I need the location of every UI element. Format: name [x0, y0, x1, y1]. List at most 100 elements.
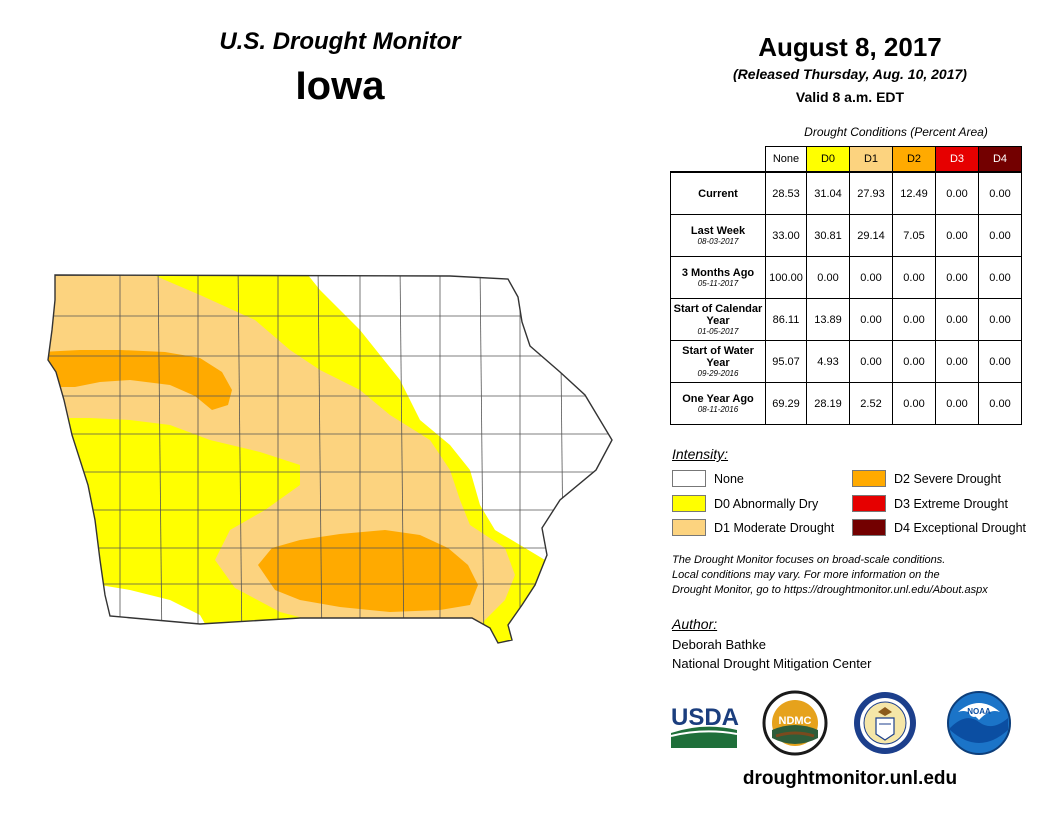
- table-cell: 28.53: [765, 171, 807, 215]
- table-cell: 0.00: [935, 214, 979, 257]
- state-border: [47, 274, 613, 644]
- row-label: Start of Water Year 09-29-2016: [670, 340, 766, 383]
- row-label: Start of Calendar Year 01-05-2017: [670, 298, 766, 341]
- row-label-text: Current: [698, 187, 738, 200]
- iowa-drought-map: [47, 274, 613, 644]
- area-d2-north: [48, 350, 232, 410]
- table-row: Last Week 08-03-2017 33.00 30.81 29.14 7.05 0.…: [670, 214, 1022, 257]
- legend-item: D4 Exceptional Drought: [852, 519, 1026, 536]
- table-cell: 4.93: [806, 340, 850, 383]
- table-cell: 0.00: [935, 171, 979, 215]
- legend-item: None: [672, 470, 744, 487]
- valid-time: Valid 8 a.m. EDT: [795, 89, 905, 105]
- table-corner: [670, 146, 766, 173]
- row-date: 01-05-2017: [697, 326, 739, 336]
- noaa-logo: NOAA: [947, 691, 1011, 755]
- legend-swatch: [852, 519, 886, 536]
- table-cell: 69.29: [765, 382, 807, 425]
- table-cell: 7.05: [892, 214, 936, 257]
- drought-conditions-table: None D0 D1 D2 D3 D4 Current 28.53 31.04 27.…: [670, 146, 1022, 425]
- legend-swatch: [852, 470, 886, 487]
- row-label-text: One Year Ago: [682, 392, 754, 405]
- table-row: Current 28.53 31.04 27.93 12.49 0.00 0.00: [670, 171, 1022, 215]
- table-cell: 0.00: [849, 256, 893, 299]
- map-title: U.S. Drought Monitor: [219, 28, 461, 55]
- table-cell: 33.00: [765, 214, 807, 257]
- table-row: One Year Ago 08-11-2016 69.29 28.19 2.52 0.00…: [670, 382, 1022, 425]
- legend-item: D2 Severe Drought: [852, 470, 1001, 487]
- row-label-text: Last Week: [690, 224, 746, 237]
- row-date: 05-11-2017: [697, 278, 739, 288]
- legend-label: None: [714, 471, 744, 486]
- table-cell: 13.89: [806, 298, 850, 341]
- table-row: Start of Calendar Year 01-05-2017 86.11 13.…: [670, 298, 1022, 341]
- column-header-d0: D0: [806, 146, 850, 173]
- table-cell: 0.00: [935, 256, 979, 299]
- legend-swatch: [672, 519, 706, 536]
- row-label: Last Week 08-03-2017: [670, 214, 766, 257]
- legend-swatch: [852, 495, 886, 512]
- table-cell: 29.14: [849, 214, 893, 257]
- table-cell: 0.00: [978, 256, 1022, 299]
- table-cell: 2.52: [849, 382, 893, 425]
- column-header-none: None: [765, 146, 807, 173]
- note-line-1: The Drought Monitor focuses on broad-sca…: [672, 554, 946, 566]
- table-cell: 31.04: [806, 171, 850, 215]
- table-cell: 0.00: [806, 256, 850, 299]
- table-cell: 0.00: [978, 382, 1022, 425]
- website-url[interactable]: droughtmonitor.unl.edu: [742, 768, 958, 789]
- legend-item: D0 Abnormally Dry: [672, 495, 818, 512]
- row-label-text: 3 Months Ago: [681, 266, 755, 279]
- row-label: 3 Months Ago 05-11-2017: [670, 256, 766, 299]
- commerce-seal-icon: [854, 692, 916, 754]
- legend-item: D1 Moderate Drought: [672, 519, 834, 536]
- row-label-text: Start of Calendar Year: [673, 302, 763, 327]
- table-cell: 100.00: [765, 256, 807, 299]
- table-cell: 12.49: [892, 171, 936, 215]
- usda-logo: USDA: [670, 704, 739, 748]
- row-date: 09-29-2016: [697, 368, 739, 378]
- legend-title: Intensity:: [672, 446, 729, 462]
- column-header-d4: D4: [978, 146, 1022, 173]
- area-d2-south: [258, 530, 478, 612]
- legend-label: D1 Moderate Drought: [714, 520, 835, 535]
- table-cell: 0.00: [935, 340, 979, 383]
- table-row: Start of Water Year 09-29-2016 95.07 4.93 0.…: [670, 340, 1022, 383]
- table-cell: 0.00: [935, 298, 979, 341]
- table-cell: 0.00: [849, 298, 893, 341]
- release-date: (Released Thursday, Aug. 10, 2017): [733, 66, 967, 82]
- drought-monitor-note: The Drought Monitor focuses on broad-sca…: [672, 553, 1042, 598]
- table-cell: 0.00: [892, 256, 936, 299]
- usda-logo-text: USDA: [671, 704, 739, 731]
- row-date: 08-03-2017: [697, 236, 739, 246]
- table-cell: 27.93: [849, 171, 893, 215]
- legend-item: D3 Extreme Drought: [852, 495, 1008, 512]
- row-date: 08-11-2016: [697, 404, 739, 414]
- ndmc-logo-text: NDMC: [779, 715, 812, 727]
- legend-swatch: [672, 470, 706, 487]
- table-cell: 0.00: [892, 298, 936, 341]
- legend-label: D4 Exceptional Drought: [894, 520, 1027, 535]
- table-cell: 0.00: [978, 340, 1022, 383]
- table-cell: 0.00: [849, 340, 893, 383]
- ndmc-logo: NDMC: [762, 690, 828, 756]
- noaa-logo-text: NOAA: [967, 707, 991, 716]
- table-cell: 28.19: [806, 382, 850, 425]
- table-row: 3 Months Ago 05-11-2017 100.00 0.00 0.00 0.00…: [670, 256, 1022, 299]
- table-cell: 0.00: [978, 214, 1022, 257]
- row-label: One Year Ago 08-11-2016: [670, 382, 766, 425]
- table-cell: 0.00: [978, 298, 1022, 341]
- table-header-row: None D0 D1 D2 D3 D4: [670, 146, 1022, 173]
- column-header-d2: D2: [892, 146, 936, 173]
- table-cell: 0.00: [935, 382, 979, 425]
- map-date: August 8, 2017: [758, 32, 942, 62]
- column-header-d1: D1: [849, 146, 893, 173]
- row-label: Current: [670, 171, 766, 215]
- table-cell: 86.11: [765, 298, 807, 341]
- table-cell: 0.00: [892, 340, 936, 383]
- legend-label: D0 Abnormally Dry: [714, 496, 819, 511]
- state-name: Iowa: [295, 64, 385, 108]
- column-header-d3: D3: [935, 146, 979, 173]
- drought-areas: [48, 275, 612, 643]
- row-label-text: Start of Water Year: [682, 344, 754, 369]
